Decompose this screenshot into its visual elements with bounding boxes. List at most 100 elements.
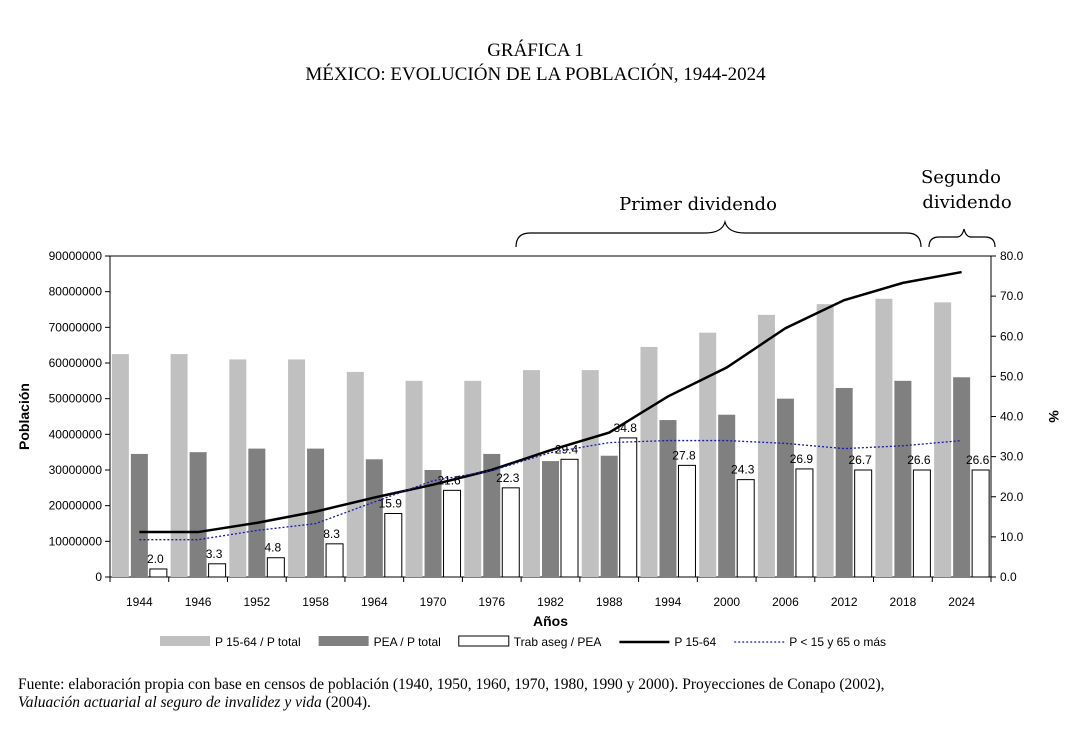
bar xyxy=(816,304,834,577)
data-label: 29.4 xyxy=(555,442,579,456)
x-tick-label: 1958 xyxy=(302,595,329,609)
chart-title-line1: GRÁFICA 1 xyxy=(487,40,584,61)
bar xyxy=(384,513,403,578)
bar xyxy=(736,479,755,578)
legend-label: P < 15 y 65 o más xyxy=(789,635,886,649)
data-label: 27.8 xyxy=(672,448,696,462)
y-tick-label: 20000000 xyxy=(49,499,103,513)
y-axis-title: Población xyxy=(16,383,32,450)
x-tick-label: 1946 xyxy=(185,595,212,609)
bar xyxy=(111,354,129,577)
bar xyxy=(130,453,148,577)
x-tick-label: 1982 xyxy=(537,595,564,609)
x-tick-label: 1952 xyxy=(243,595,270,609)
y2-tick-label: 20.0 xyxy=(1000,490,1024,504)
x-tick-label: 1944 xyxy=(126,595,153,609)
legend-swatch xyxy=(458,635,510,647)
legend-label: Trab aseg / PEA xyxy=(514,635,602,649)
data-label: 22.3 xyxy=(496,471,520,485)
y-tick-label: 60000000 xyxy=(49,356,103,370)
bar xyxy=(835,387,853,577)
line-p15-64 xyxy=(139,270,962,534)
x-tick-label: 1988 xyxy=(596,595,623,609)
bar xyxy=(619,437,638,578)
y-tick-label: 50000000 xyxy=(49,392,103,406)
y2-tick-label: 80.0 xyxy=(1000,249,1024,263)
chart-title: GRÁFICA 1 MÉXICO: EVOLUCIÓN DE LA POBLAC… xyxy=(0,40,1071,88)
bar xyxy=(776,398,794,577)
legend-swatch xyxy=(318,636,369,646)
y-tick-label: 70000000 xyxy=(49,320,103,334)
bar xyxy=(699,332,717,577)
x-axis-title: Años xyxy=(533,613,568,629)
data-label: 15.9 xyxy=(379,497,403,511)
data-label: 26.7 xyxy=(848,453,872,467)
bar xyxy=(229,359,247,577)
y2-tick-label: 40.0 xyxy=(1000,410,1024,424)
bar xyxy=(677,464,696,578)
bar xyxy=(424,470,442,577)
legend-label: PEA / P total xyxy=(374,635,441,649)
data-label: 4.8 xyxy=(264,541,281,555)
y-tick-label: 30000000 xyxy=(49,463,103,477)
bar xyxy=(934,302,952,577)
source-italic-title: Valuación actuarial al seguro de invalid… xyxy=(18,694,322,711)
primer-dividendo-brace xyxy=(515,219,922,248)
bar xyxy=(560,458,579,578)
bar xyxy=(875,298,893,577)
data-label: 26.9 xyxy=(790,452,814,466)
y2-tick-label: 70.0 xyxy=(1000,289,1024,303)
x-tick-label: 2000 xyxy=(713,595,740,609)
bar xyxy=(170,354,188,577)
source-note: Fuente: elaboración propia con base en c… xyxy=(18,676,1063,712)
bar xyxy=(894,380,912,577)
bar xyxy=(346,371,364,577)
bar xyxy=(266,557,285,578)
bar xyxy=(600,455,618,577)
bar xyxy=(464,380,482,577)
data-label: 26.6 xyxy=(907,453,931,467)
bar xyxy=(248,448,266,577)
bar xyxy=(208,563,227,578)
y2-tick-label: 50.0 xyxy=(1000,369,1024,383)
y2-tick-label: 10.0 xyxy=(1000,530,1024,544)
dividend-annotations: Primer dividendo Segundo dividendo xyxy=(515,167,1012,248)
y-tick-label: 10000000 xyxy=(49,534,103,548)
legend-label: P 15-64 / P total xyxy=(215,635,301,649)
bar xyxy=(971,469,990,578)
bar xyxy=(189,452,207,577)
bar xyxy=(325,543,344,578)
data-label: 24.3 xyxy=(731,463,755,477)
y2-tick-label: 0.0 xyxy=(1000,570,1017,584)
bar xyxy=(953,377,971,577)
legend-swatch xyxy=(160,636,210,646)
y-tick-label: 40000000 xyxy=(49,427,103,441)
segundo-dividendo-label-2: dividendo xyxy=(922,192,1011,213)
bar xyxy=(581,370,599,577)
data-label: 26.6 xyxy=(966,453,990,467)
bar xyxy=(443,489,462,578)
x-tick-label: 1976 xyxy=(478,595,505,609)
bar xyxy=(718,414,736,577)
bar xyxy=(659,420,677,577)
bar xyxy=(149,568,168,578)
bar xyxy=(405,380,423,577)
source-text: Fuente: elaboración propia con base en c… xyxy=(18,676,885,693)
bar xyxy=(523,370,540,577)
data-label: 34.8 xyxy=(614,421,638,435)
bar xyxy=(542,461,559,577)
x-tick-label: 1964 xyxy=(361,595,388,609)
primer-dividendo-label: Primer dividendo xyxy=(619,194,777,215)
y-tick-label: 90000000 xyxy=(49,249,103,263)
population-chart: 0 10000000 20000000 30000000 40000000 5000000… xyxy=(16,167,1062,649)
data-label: 2.0 xyxy=(147,552,164,566)
bar xyxy=(288,359,306,577)
x-tick-label: 2018 xyxy=(890,595,917,609)
data-label: 8.3 xyxy=(323,527,340,541)
bar xyxy=(640,346,658,577)
x-tick-label: 1994 xyxy=(655,595,682,609)
y2-axis-title: % xyxy=(1046,410,1062,423)
data-label: 21.6 xyxy=(437,473,461,487)
segundo-dividendo-brace xyxy=(928,228,996,248)
bar xyxy=(483,453,501,577)
